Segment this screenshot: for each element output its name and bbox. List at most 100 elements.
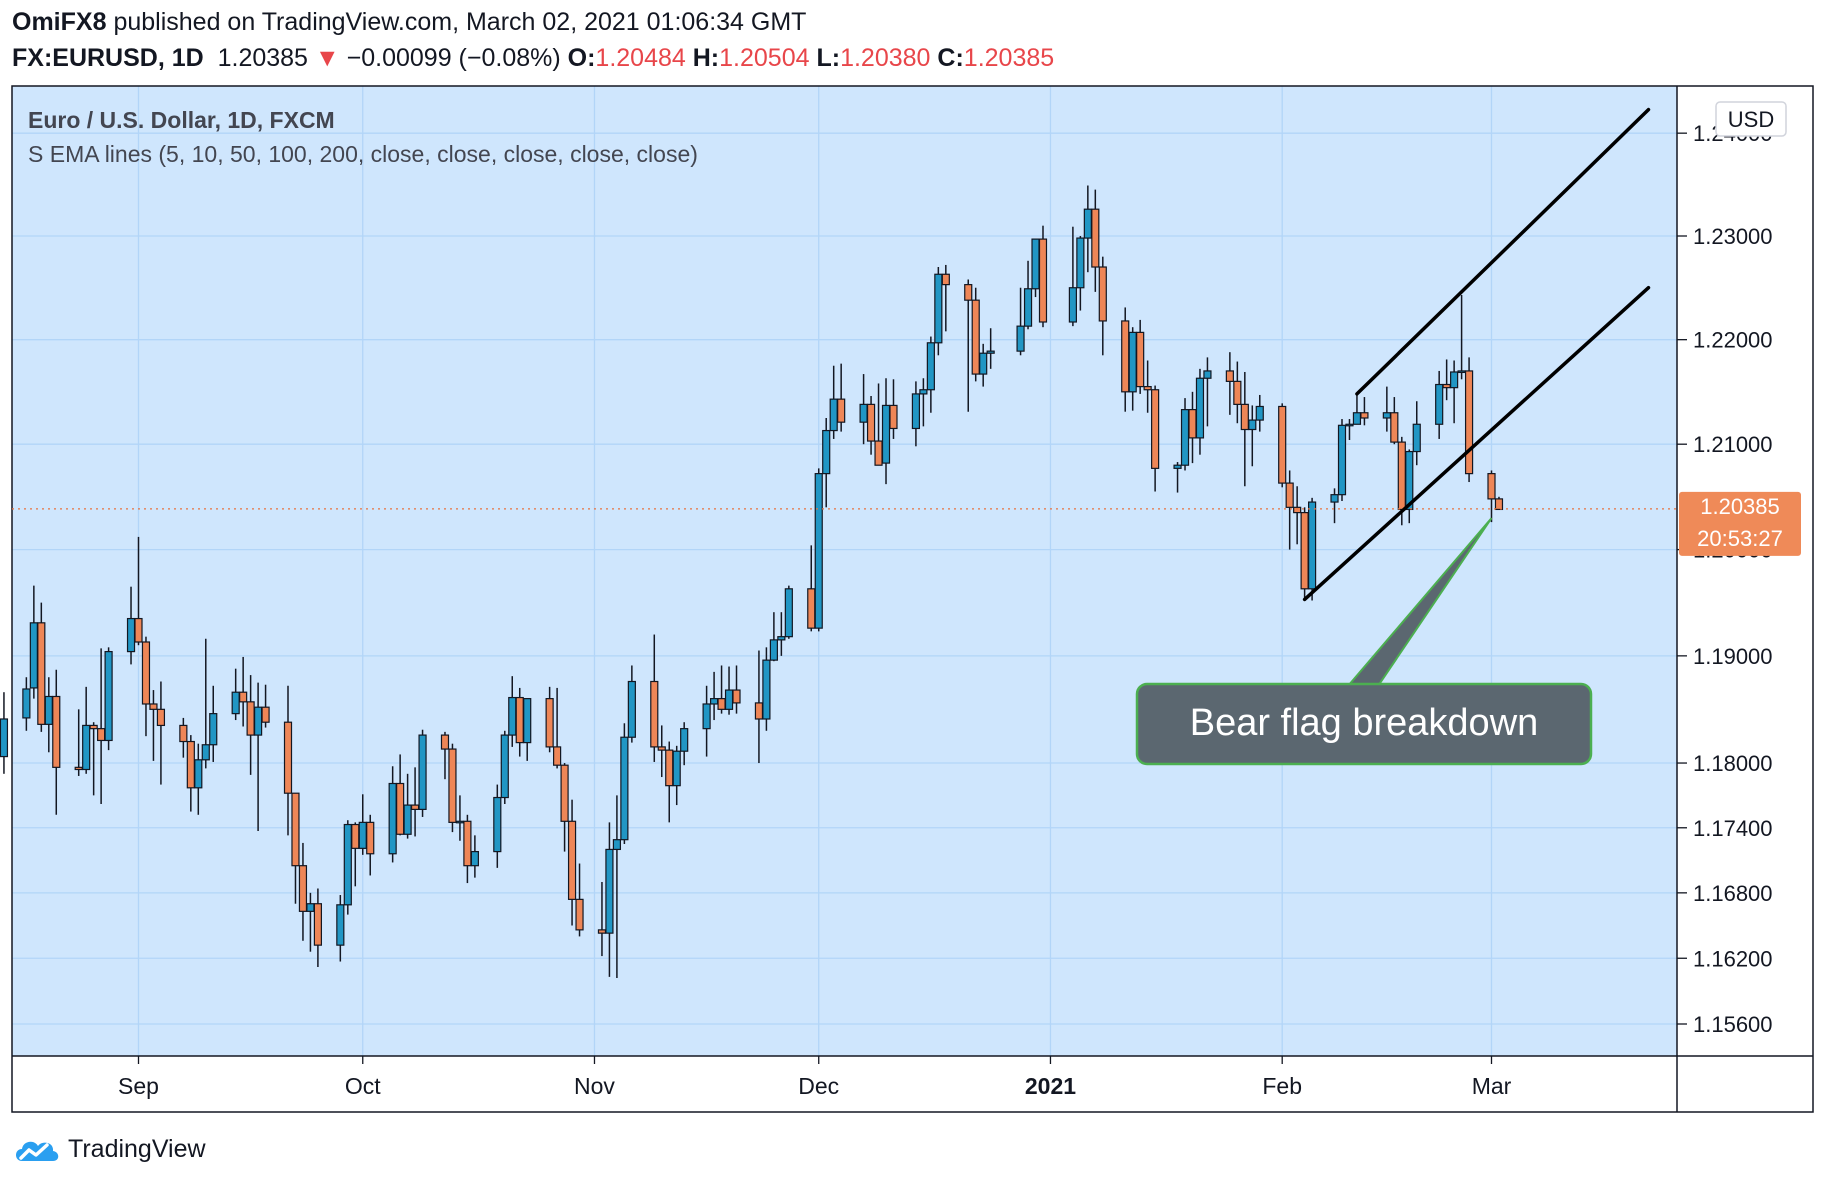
candle[interactable]: [1494, 496, 1504, 511]
candle[interactable]: [22, 677, 31, 731]
candle[interactable]: [1285, 470, 1294, 550]
candle[interactable]: [291, 792, 300, 904]
candle[interactable]: [470, 835, 479, 878]
candle[interactable]: [463, 814, 472, 884]
candle[interactable]: [104, 647, 113, 751]
candle[interactable]: [156, 681, 166, 785]
candle[interactable]: [1337, 419, 1347, 502]
candle[interactable]: [1173, 462, 1182, 493]
candle[interactable]: [37, 602, 46, 732]
candle[interactable]: [1038, 225, 1048, 328]
candle[interactable]: [1360, 397, 1369, 426]
candle[interactable]: [680, 722, 689, 766]
candle[interactable]: [620, 723, 629, 845]
candle[interactable]: [1487, 470, 1496, 523]
legend-indicator[interactable]: S EMA lines (5, 10, 50, 100, 200, close,…: [28, 141, 698, 167]
candle[interactable]: [964, 279, 973, 412]
candle[interactable]: [1203, 357, 1212, 427]
candle[interactable]: [1195, 368, 1205, 455]
callout-box[interactable]: [1135, 682, 1593, 766]
candle[interactable]: [134, 536, 143, 646]
candle[interactable]: [523, 698, 532, 761]
candle[interactable]: [1450, 360, 1459, 424]
candle[interactable]: [627, 665, 636, 743]
candle[interactable]: [545, 686, 554, 753]
candle[interactable]: [261, 684, 270, 728]
candle[interactable]: [1278, 403, 1287, 488]
candle[interactable]: [231, 668, 240, 721]
candle[interactable]: [313, 888, 323, 968]
candle[interactable]: [1098, 256, 1107, 356]
legend-title[interactable]: Euro / U.S. Dollar, 1D, FXCM: [28, 107, 335, 133]
trendline[interactable]: [1355, 107, 1651, 396]
candle[interactable]: [141, 636, 151, 737]
candle[interactable]: [971, 287, 980, 382]
candle[interactable]: [881, 378, 891, 485]
candle[interactable]: [52, 669, 61, 815]
candle[interactable]: [777, 612, 786, 656]
candle[interactable]: [0, 692, 9, 774]
candle[interactable]: [194, 743, 203, 815]
candle[interactable]: [1240, 371, 1249, 487]
candle[interactable]: [941, 264, 950, 332]
candle[interactable]: [672, 745, 681, 806]
candle[interactable]: [403, 773, 412, 839]
currency-badge[interactable]: USD: [1715, 101, 1787, 137]
candle[interactable]: [979, 343, 988, 387]
candle[interactable]: [553, 687, 562, 769]
candle[interactable]: [1143, 360, 1152, 413]
candle[interactable]: [1435, 370, 1444, 439]
candle[interactable]: [1300, 507, 1309, 599]
candle[interactable]: [1031, 238, 1040, 298]
candle[interactable]: [1330, 488, 1339, 524]
candle[interactable]: [769, 612, 778, 662]
candle[interactable]: [1023, 260, 1033, 330]
candle[interactable]: [1405, 449, 1414, 524]
candle[interactable]: [575, 863, 584, 937]
candle[interactable]: [605, 822, 614, 977]
candle[interactable]: [567, 799, 577, 926]
candle[interactable]: [762, 647, 771, 731]
candle[interactable]: [343, 820, 352, 915]
plot-area[interactable]: [12, 86, 1677, 1056]
candle[interactable]: [149, 690, 158, 761]
candle[interactable]: [1412, 401, 1421, 466]
tradingview-logo-text[interactable]: TradingView: [68, 1134, 206, 1163]
candle[interactable]: [612, 795, 622, 978]
candle[interactable]: [560, 763, 569, 852]
candle[interactable]: [889, 379, 898, 439]
candle[interactable]: [500, 730, 509, 805]
candle[interactable]: [926, 336, 935, 413]
candle[interactable]: [822, 417, 831, 508]
candle[interactable]: [702, 685, 711, 757]
candle[interactable]: [448, 743, 457, 833]
candle[interactable]: [866, 396, 876, 455]
candle[interactable]: [82, 686, 91, 774]
candle[interactable]: [1464, 357, 1474, 483]
candle[interactable]: [179, 717, 188, 758]
candle[interactable]: [1233, 361, 1242, 424]
candle[interactable]: [440, 731, 450, 780]
trendlines[interactable]: [1302, 107, 1651, 602]
candle[interactable]: [1345, 419, 1354, 440]
candle[interactable]: [911, 381, 921, 447]
candle[interactable]: [298, 842, 308, 941]
candle[interactable]: [201, 638, 210, 769]
time-axis-panel[interactable]: [12, 1056, 1677, 1112]
trendline[interactable]: [1302, 285, 1651, 602]
candle[interactable]: [934, 267, 943, 356]
candle[interactable]: [784, 585, 793, 639]
candle[interactable]: [366, 814, 375, 876]
candle[interactable]: [1293, 486, 1302, 545]
candle[interactable]: [650, 634, 659, 762]
candle[interactable]: [1390, 397, 1399, 445]
price-axis-panel[interactable]: [1677, 86, 1813, 1112]
candle[interactable]: [209, 685, 218, 762]
candle[interactable]: [1016, 287, 1025, 356]
candle[interactable]: [283, 685, 293, 836]
candle[interactable]: [89, 722, 98, 796]
author-name[interactable]: OmiFX8: [12, 8, 107, 36]
candle[interactable]: [1255, 394, 1264, 432]
candle[interactable]: [919, 378, 928, 427]
